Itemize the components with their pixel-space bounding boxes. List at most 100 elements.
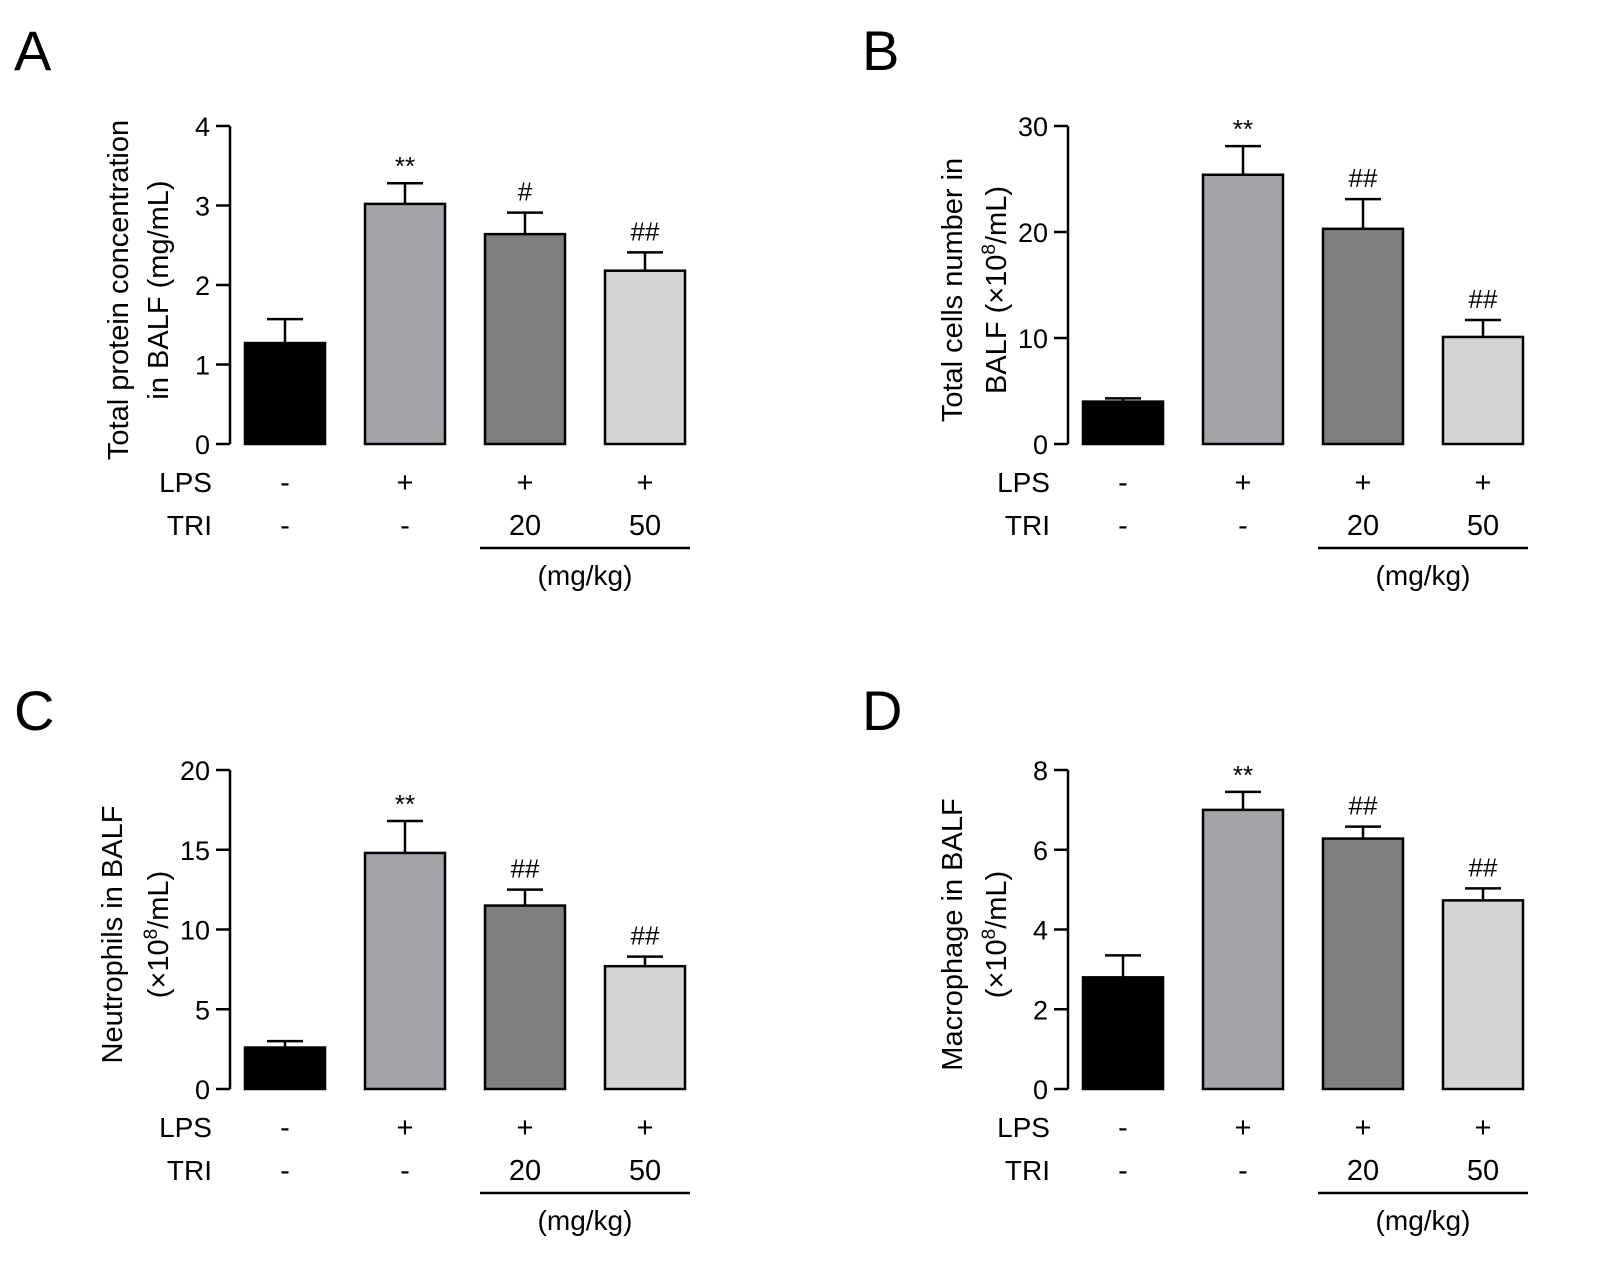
lps-row-label: LPS [997,467,1050,498]
panel-c: C 0 5 10 15 20 Neutrophils in BALF (×108/mL) - - *… [14,679,690,1236]
bar [1201,173,1285,446]
tri-value: - [1118,510,1128,542]
tri-value: - [280,1155,290,1187]
significance-marker: ## [1469,284,1498,314]
dose-unit-label: (mg/kg) [538,560,633,591]
lps-value: + [1235,1112,1252,1144]
y-tick-label: 3 [195,192,210,222]
lps-value: - [280,467,290,499]
tri-value: 50 [1467,1155,1499,1187]
y-tick-label: 6 [1033,836,1048,866]
significance-marker: ## [631,216,660,246]
y-tick-label: 1 [195,351,210,381]
bar [1081,400,1165,446]
bar [363,851,447,1091]
y-tick-label: 15 [180,836,210,866]
y-axis-label-part: BALF (×10 [981,255,1013,394]
significance-marker: # [518,177,533,207]
tri-value: 20 [509,1155,541,1187]
y-axis-label-line2: BALF (×108/mL) [979,186,1013,394]
y-tick-label: 4 [195,112,210,142]
y-tick-label: 20 [180,756,210,786]
y-axis-label-line1: Total cells number in [937,158,969,422]
tri-row-label: TRI [167,1155,212,1186]
y-axis-label-line2: (×108/mL) [979,871,1013,998]
panel-a: A 0 1 2 3 4 Total protein concentration in BALF… [14,19,690,591]
y-tick-label: 0 [195,430,210,460]
tri-value: - [400,1155,410,1187]
lps-value: + [517,467,534,499]
y-tick-label: 0 [195,1075,210,1105]
tri-value: - [280,510,290,542]
tri-value: - [1118,1155,1128,1187]
y-axis-label-line1: Total protein concentration [103,120,135,460]
bar [243,341,327,446]
significance-marker: ## [511,854,540,884]
lps-value: - [1118,1112,1128,1144]
tri-value: - [400,510,410,542]
tri-value: - [1238,1155,1248,1187]
lps-value: + [1355,467,1372,499]
y-tick-label: 4 [1033,916,1048,946]
y-tick-label: 2 [1033,995,1048,1025]
dose-unit-label: (mg/kg) [1376,1205,1471,1236]
y-axis-label-part: /mL) [981,871,1013,929]
significance-marker: ** [1233,760,1253,790]
dose-unit-label: (mg/kg) [538,1205,633,1236]
bar [603,964,687,1091]
bar [1321,227,1405,446]
lps-row-label: LPS [159,1112,212,1143]
bar [1201,808,1285,1091]
bar [603,269,687,446]
y-axis-label-superscript: 8 [979,929,1000,940]
lps-value: + [1475,1112,1492,1144]
y-tick-label: 5 [195,995,210,1025]
lps-row-label: LPS [159,467,212,498]
lps-row-label: LPS [997,1112,1050,1143]
y-tick-label: 2 [195,271,210,301]
lps-value: + [637,1112,654,1144]
tri-value: 50 [629,510,661,542]
y-axis-label-part: /mL) [981,186,1013,244]
significance-marker: ## [631,921,660,951]
y-tick-label: 10 [1018,324,1048,354]
lps-value: + [397,467,414,499]
dose-unit-label: (mg/kg) [1376,560,1471,591]
y-axis-label-line2: in BALF (mg/mL) [143,180,175,399]
tri-value: 20 [1347,1155,1379,1187]
bar [1081,976,1165,1091]
y-tick-label: 10 [180,916,210,946]
lps-value: + [1475,467,1492,499]
y-axis-label-line1: Macrophage in BALF [937,798,969,1070]
bar [363,202,447,446]
y-axis-label-superscript: 8 [141,929,162,940]
tri-row-label: TRI [167,510,212,541]
panel-letter: B [862,19,899,82]
y-axis-label-part: in BALF (mg/mL) [143,180,175,399]
y-axis-label-part: /mL) [143,871,175,929]
lps-value: + [517,1112,534,1144]
lps-value: - [1118,467,1128,499]
tri-value: 50 [1467,510,1499,542]
bar [1321,837,1405,1091]
panel-letter: A [14,19,52,82]
bar [483,232,567,446]
y-axis-label-part: (×10 [143,939,175,998]
y-tick-label: 0 [1033,430,1048,460]
y-axis-label-superscript: 8 [979,244,1000,255]
lps-value: + [1235,467,1252,499]
significance-marker: ** [395,789,415,819]
tri-value: 50 [629,1155,661,1187]
significance-marker: ## [1469,852,1498,882]
panel-letter: C [14,679,54,742]
tri-value: 20 [509,510,541,542]
bar [1441,899,1525,1091]
significance-marker: ** [395,151,415,181]
bar [483,904,567,1091]
tri-value: 20 [1347,510,1379,542]
significance-marker: ## [1349,791,1378,821]
lps-value: - [280,1112,290,1144]
bar [243,1046,327,1091]
significance-marker: ** [1233,114,1253,144]
tri-row-label: TRI [1005,510,1050,541]
